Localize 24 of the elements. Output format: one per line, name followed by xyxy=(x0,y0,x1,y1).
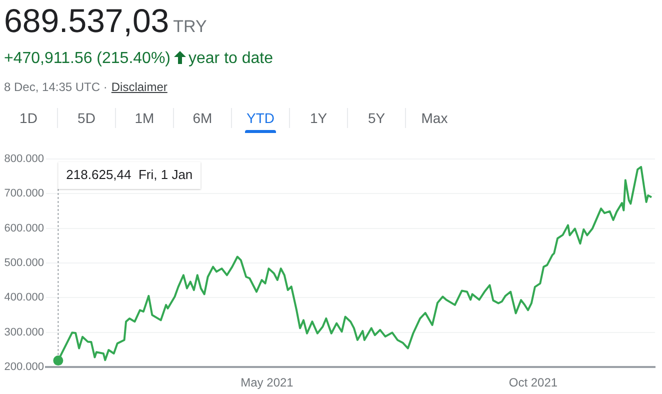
x-tick-label: Oct 2021 xyxy=(508,376,558,390)
text: 5Y xyxy=(348,108,406,128)
text: 6M xyxy=(174,108,232,128)
y-tick-label: 500.000 xyxy=(4,257,44,270)
y-tick-label: 800.000 xyxy=(4,153,44,166)
text: YTD xyxy=(232,108,290,128)
text: +470,911.56 (215.40%) xyxy=(4,50,170,67)
text: Max xyxy=(420,109,449,128)
text: 5D xyxy=(58,108,116,128)
y-tick-label: 300.000 xyxy=(4,326,44,338)
text: 1M xyxy=(116,108,174,128)
text: 8 Dec, 14:35 UTC · xyxy=(4,80,108,94)
y-tick-label: 400.000 xyxy=(4,292,44,304)
x-tick-label: May 2021 xyxy=(240,376,294,390)
text: TRY xyxy=(173,17,207,36)
annotation: 218.625,44 Fri, 1 Jan xyxy=(66,167,193,182)
chart-title: 689.537,03 xyxy=(4,2,170,39)
y-tick-label: 700.000 xyxy=(4,188,44,200)
y-tick-label: 200.000 xyxy=(4,361,44,374)
text: 1D xyxy=(0,108,58,128)
y-tick-label: 600.000 xyxy=(4,222,44,234)
text: 1Y xyxy=(290,108,348,128)
text: year to date xyxy=(188,50,273,67)
text: Disclaimer xyxy=(111,80,168,94)
